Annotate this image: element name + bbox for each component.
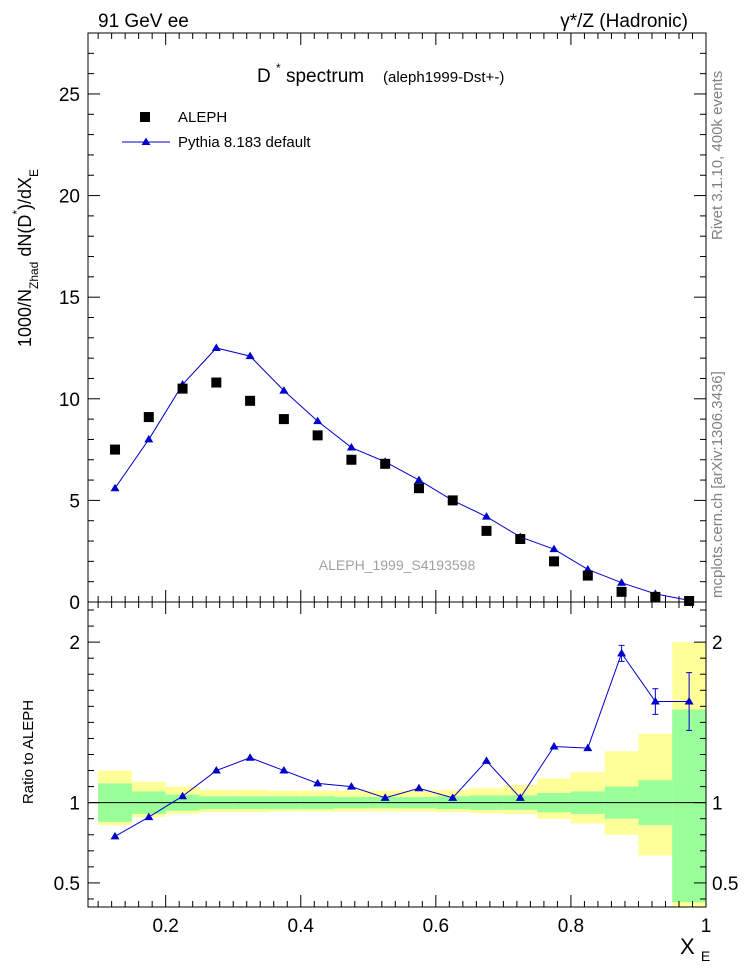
- pythia-point: [245, 351, 255, 360]
- ratio-y-tick-label: 2: [69, 633, 80, 654]
- legend-label-aleph: ALEPH: [178, 109, 227, 126]
- aleph-point: [515, 534, 526, 545]
- y-tick-label: 20: [59, 187, 80, 208]
- ratio-point: [313, 778, 323, 787]
- title-rest: spectrum: [286, 66, 364, 87]
- x-axis-label-sub: E: [701, 948, 710, 964]
- header-right: γ*/Z (Hadronic): [560, 11, 688, 32]
- aleph-point: [549, 556, 560, 567]
- header-left: 91 GeV ee: [98, 11, 189, 32]
- ratio-point: [481, 756, 491, 764]
- x-tick-label: 0.4: [288, 916, 315, 937]
- y-tick-label: 5: [69, 491, 80, 512]
- pythia-point: [549, 544, 559, 553]
- x-tick-label: 1: [701, 916, 712, 937]
- ratio-plot-ticks: 0.5 0.51 12 20.2 0.4 0.6 0.8 1: [54, 602, 738, 937]
- ratio-y-tick-label: 1: [69, 794, 80, 815]
- aleph-point: [650, 591, 661, 602]
- y-tick-label: 0: [69, 593, 80, 614]
- ratio-point: [515, 793, 525, 801]
- aleph-point: [582, 570, 593, 581]
- pythia-point: [144, 434, 154, 443]
- aleph-point: [211, 377, 222, 388]
- y-tick-label: 10: [59, 390, 80, 411]
- pythia-point: [279, 386, 289, 394]
- ratio-point: [279, 766, 289, 774]
- x-tick-label: 0.2: [152, 916, 178, 937]
- aleph-point: [110, 444, 121, 455]
- ratio-point: [414, 783, 424, 792]
- pythia-point: [617, 578, 627, 586]
- ratio-bands: [88, 642, 706, 907]
- y-axis-label: 1000/NZhad dN(D*)/dXE: [10, 169, 41, 347]
- aleph-point: [413, 483, 424, 494]
- main-plot-ticks: 0 5 10 15 20 25: [59, 32, 707, 614]
- aleph-point: [143, 412, 154, 423]
- uncertainty-band-inner: [672, 709, 706, 903]
- legend: ALEPH Pythia 8.183 default: [122, 109, 311, 151]
- watermark: ALEPH_1999_S4193598: [319, 557, 476, 573]
- ratio-point: [549, 741, 559, 750]
- pythia-point: [414, 475, 424, 484]
- ratio-point: [650, 697, 660, 705]
- aleph-point: [312, 430, 323, 441]
- aleph-point: [684, 595, 695, 606]
- chart-title: D * spectrum: [257, 56, 364, 87]
- y-tick-label: 15: [59, 288, 80, 309]
- ratio-plot: 0.5 0.51 12 20.2 0.4 0.6 0.8 1 Ratio to ALEPH X…: [20, 601, 738, 964]
- ratio-point: [110, 831, 120, 840]
- ratio-plot-frame: [87, 601, 707, 908]
- ratio-y-tick-label: 0.5: [54, 874, 80, 895]
- ratio-point: [448, 793, 458, 801]
- aleph-point: [481, 525, 492, 536]
- ratio-series: [110, 644, 694, 840]
- x-tick-label: 0.6: [423, 916, 449, 937]
- chart-subtitle: (aleph1999-Dst+-): [383, 69, 504, 86]
- ratio-point: [684, 697, 694, 705]
- x-axis-label: X E: [680, 934, 710, 964]
- ratio-point: [245, 753, 255, 761]
- ratio-point: [178, 791, 188, 800]
- mcplots-label: mcplots.cern.ch [arXiv:1306.3436]: [709, 371, 726, 598]
- x-axis-label-main: X: [680, 934, 695, 959]
- ratio-point: [617, 648, 627, 657]
- ratio-point: [346, 782, 356, 790]
- ratio-line: [114, 652, 690, 837]
- aleph-point: [346, 454, 357, 465]
- legend-label-pythia: Pythia 8.183 default: [178, 134, 311, 151]
- pythia-line: [114, 347, 690, 601]
- aleph-point: [245, 395, 256, 406]
- y-tick-label: 25: [59, 85, 80, 106]
- main-plot-series: [110, 343, 695, 606]
- ratio-point: [583, 743, 593, 752]
- pythia-point: [211, 343, 221, 351]
- aleph-point: [278, 414, 289, 425]
- x-tick-label: 0.8: [558, 916, 584, 937]
- title-main: D: [257, 66, 271, 87]
- pythia-point: [481, 512, 491, 520]
- ratio-y-axis-label: Ratio to ALEPH: [20, 700, 37, 804]
- aleph-point: [380, 458, 391, 469]
- pythia-point: [346, 443, 356, 451]
- aleph-point: [616, 586, 627, 597]
- aleph-point: [177, 383, 188, 394]
- main-plot: 0 5 10 15 20 25 ALEPH_1999_S4193598 D * spect…: [10, 32, 707, 614]
- ratio-y-tick-label-right: 1: [712, 794, 723, 815]
- ratio-y-tick-label-right: 2: [712, 633, 723, 654]
- ratio-point: [144, 812, 154, 821]
- ratio-point: [380, 793, 390, 801]
- rivet-label: Rivet 3.1.10, 400k events: [709, 71, 726, 240]
- legend-marker-pythia: [141, 137, 151, 145]
- title-sup: *: [276, 61, 281, 75]
- ratio-y-tick-label-right: 0.5: [712, 874, 738, 895]
- ratio-point: [211, 766, 221, 774]
- legend-marker-aleph: [140, 112, 150, 122]
- pythia-point: [110, 483, 120, 492]
- aleph-point: [447, 495, 458, 506]
- pythia-point: [313, 416, 323, 425]
